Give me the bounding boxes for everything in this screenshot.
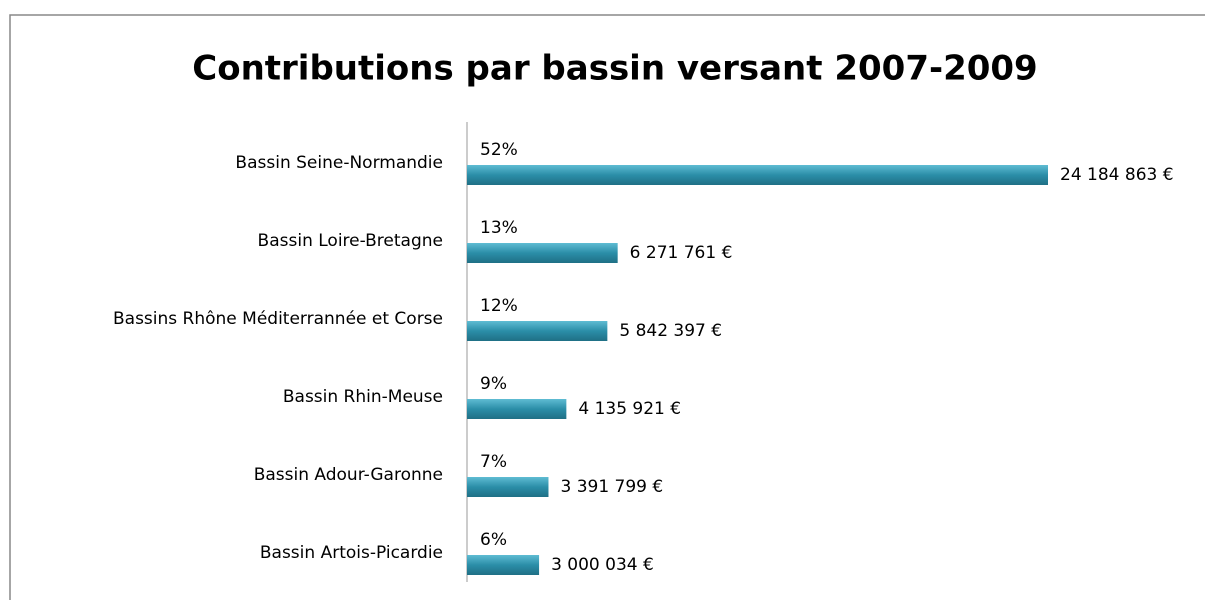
share-label: 12% [480, 296, 518, 316]
bar [467, 165, 1048, 185]
share-label: 6% [480, 530, 507, 550]
category-label: Bassin Rhin-Meuse [283, 387, 443, 407]
value-label: 3 391 799 € [560, 477, 663, 497]
category-label: Bassin Adour-Garonne [254, 465, 443, 485]
bar [467, 399, 567, 419]
share-label: 52% [480, 140, 518, 160]
share-label: 9% [480, 374, 507, 394]
chart-title: Contributions par bassin versant 2007-20… [192, 49, 1037, 89]
value-label: 4 135 921 € [578, 399, 681, 419]
category-label: Bassin Seine-Normandie [235, 153, 443, 173]
value-label: 3 000 034 € [551, 555, 654, 575]
bar [467, 477, 549, 497]
value-label: 24 184 863 € [1060, 165, 1174, 185]
bar [467, 243, 618, 263]
category-label: Bassins Rhône Méditerrannée et Corse [113, 309, 443, 329]
category-label: Bassin Loire-Bretagne [258, 231, 443, 251]
value-label: 6 271 761 € [630, 243, 733, 263]
category-label: Bassin Artois-Picardie [260, 543, 443, 563]
frame [9, 14, 1205, 604]
bar [467, 555, 540, 575]
value-label: 5 842 397 € [619, 321, 722, 341]
bar [467, 321, 608, 341]
share-label: 13% [480, 218, 518, 238]
share-label: 7% [480, 452, 507, 472]
